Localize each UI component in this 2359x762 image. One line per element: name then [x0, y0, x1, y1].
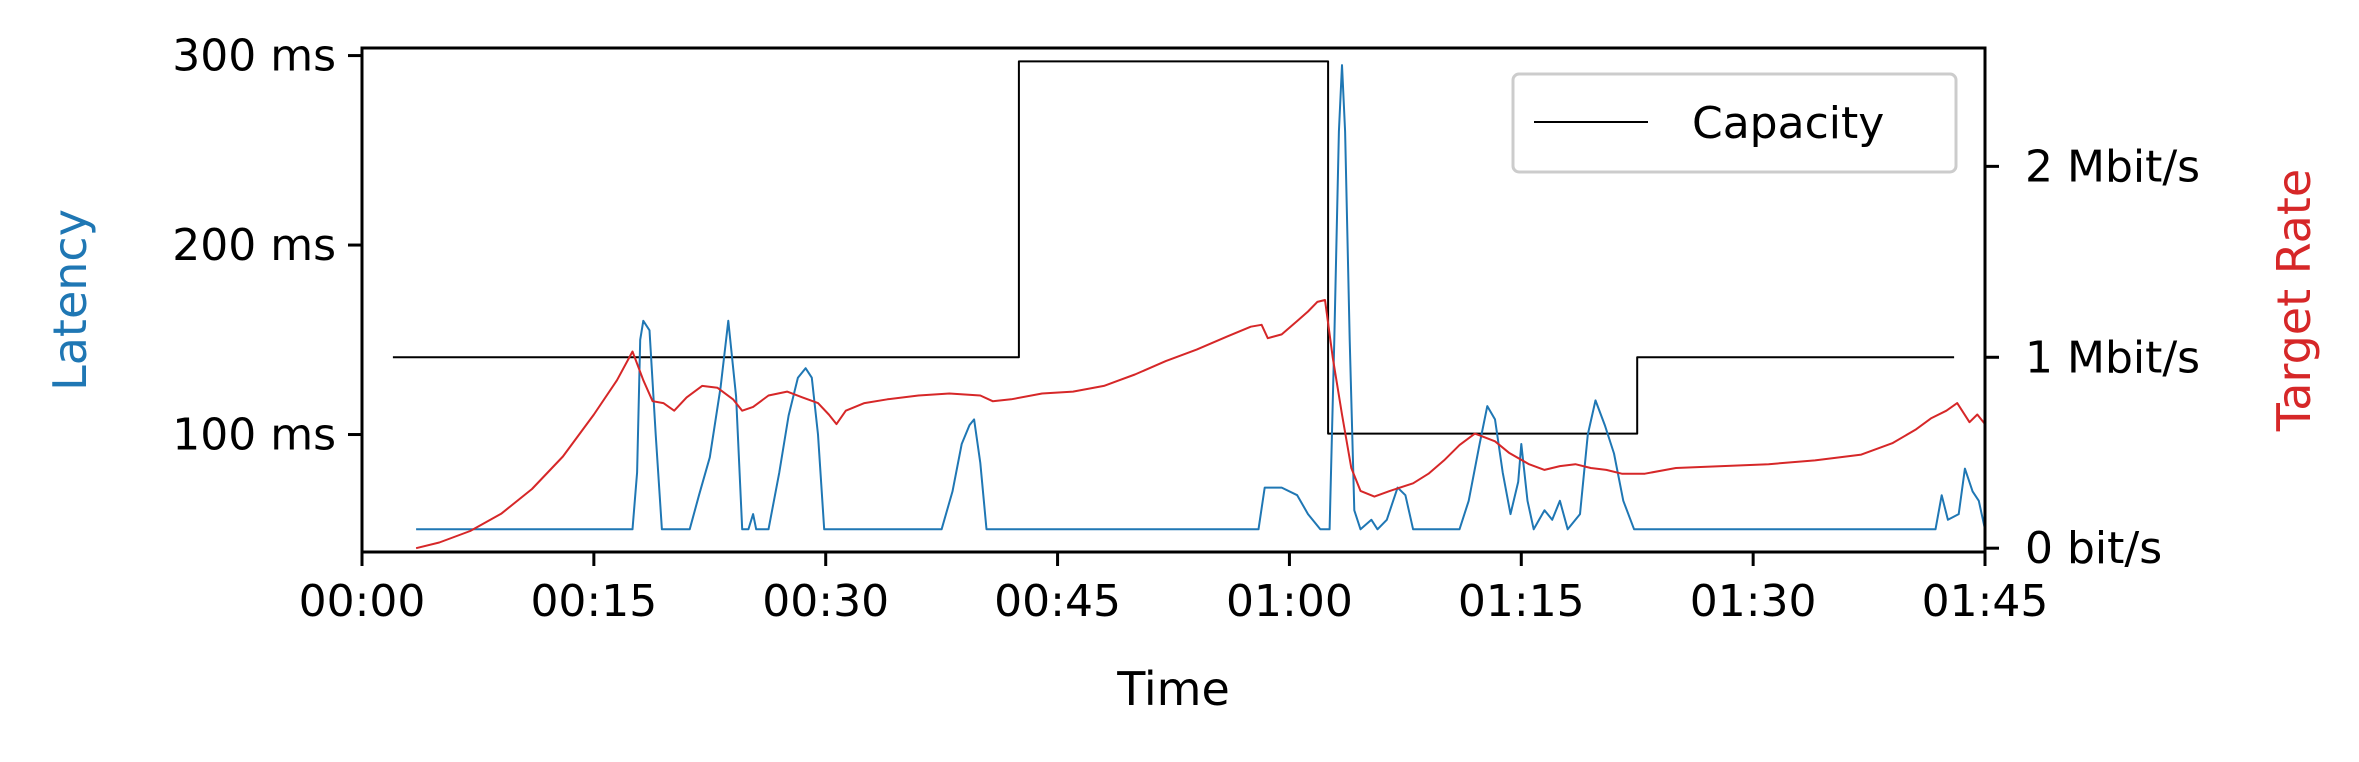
capacity-line — [392, 60, 1955, 435]
legend-box — [1511, 72, 1958, 174]
legend: Capacity — [1511, 72, 1958, 174]
x-tick-label: 00:00 — [299, 576, 426, 627]
x-tick-label: 00:45 — [994, 576, 1121, 627]
left-y-tick-label: 100 ms — [172, 410, 336, 461]
left-y-axis-label: Latency — [43, 209, 97, 391]
ticks-layer: 00:00 00:15 00:30 00:45 01:00 01:15 01:30 01:45… — [172, 31, 2200, 627]
series-layer — [392, 60, 1986, 550]
left-y-tick-label: 200 ms — [172, 220, 336, 271]
legend-label-capacity: Capacity — [1692, 98, 1884, 149]
right-y-tick-label: 1 Mbit/s — [2025, 332, 2200, 383]
right-y-tick-label: 0 bit/s — [2025, 523, 2162, 574]
plot-frame — [360, 46, 1987, 554]
x-tick-label: 00:30 — [762, 576, 889, 627]
x-tick-label: 01:15 — [1458, 576, 1585, 627]
x-tick-label: 00:15 — [530, 576, 657, 627]
x-tick-label: 01:45 — [1922, 576, 2049, 627]
x-axis-label: Time — [1116, 662, 1230, 716]
latency-line — [416, 64, 1986, 531]
right-y-axis-label: Target Rate — [2267, 169, 2321, 432]
x-tick-label: 01:00 — [1226, 576, 1353, 627]
right-y-tick-label: 2 Mbit/s — [2025, 141, 2200, 192]
x-tick-label: 01:30 — [1690, 576, 1817, 627]
target-rate-line — [415, 299, 1986, 550]
left-y-tick-label: 300 ms — [172, 31, 336, 82]
